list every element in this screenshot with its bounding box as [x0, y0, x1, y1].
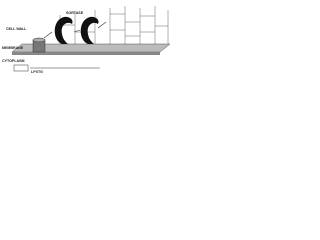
label-cell-wall: CELL WALL: [6, 27, 27, 31]
motif-box: [13, 64, 29, 72]
sortase-2: [80, 16, 99, 44]
diagram: CELL WALL MEMBRANE CYTOPLASM SORTASE LPX…: [2, 6, 171, 74]
label-membrane: MEMBRANE: [2, 46, 24, 50]
sortase-1: [54, 16, 73, 44]
label-cytoplasm: CYTOPLASM: [2, 59, 25, 63]
arrows: [30, 21, 107, 69]
secretion-channel: [32, 37, 46, 53]
label-sortase: SORTASE: [66, 11, 84, 15]
label-motif: LPXTG: [31, 70, 43, 74]
membrane-edge: [12, 52, 160, 55]
